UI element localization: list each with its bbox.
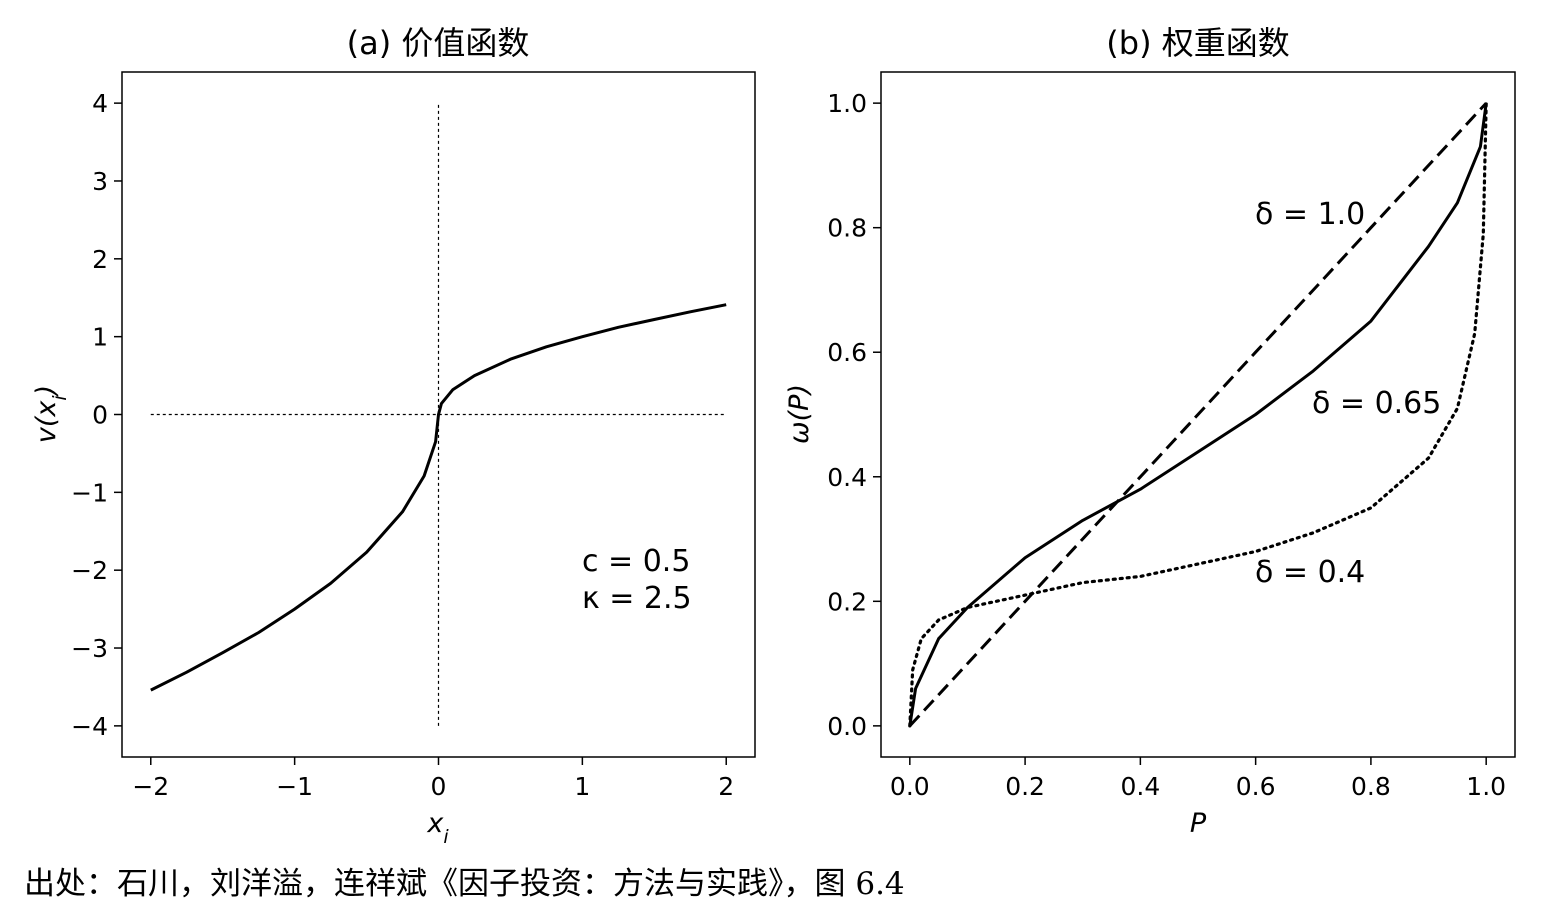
y-tick-label: 0 [92,401,108,430]
y-tick-label: 1.0 [827,89,867,118]
y-tick-label: 0.0 [827,712,867,741]
y-tick-label: −1 [71,478,108,507]
y-tick-label: 0.8 [827,214,867,243]
series-label-delta-1: δ = 1.0 [1255,197,1365,232]
y-tick-label: −2 [71,556,108,585]
x-tick-label: 1.0 [1466,772,1506,801]
y-tick-label: 0.4 [827,463,867,492]
y-tick-label: −3 [71,634,108,663]
figure: (a) 价值函数 −2 −1 0 1 2 −4 −3 −2 −1 0 1 2 3 4 xi v(xi) c… [31,24,1516,848]
param-c-label: c = 0.5 [582,544,690,579]
panel-b-plot-area: 0.0 0.2 0.4 0.6 0.8 1.0 0.0 0.2 0.4 0.6 0.8 1.0 [827,89,1506,801]
y-tick-label: 2 [92,245,108,274]
panel-a-title: (a) 价值函数 [347,24,530,62]
x-tick-label: 0.0 [890,772,930,801]
panel-b-frame [880,71,1516,758]
y-tick-label: 0.2 [827,587,867,616]
y-tick-label: 0.6 [827,338,867,367]
panel-a-xlabel: xi [426,808,449,848]
series-line-a-0 [150,303,727,692]
x-tick-label: 0 [431,772,447,801]
x-tick-label: 0.8 [1351,772,1391,801]
y-tick-label: 3 [92,167,108,196]
panel-a-plot-area: −2 −1 0 1 2 −4 −3 −2 −1 0 1 2 3 4 [71,89,734,801]
panel-b-title: (b) 权重函数 [1106,24,1289,62]
panel-value-function: (a) 价值函数 −2 −1 0 1 2 −4 −3 −2 −1 0 1 2 3 4 xi v(xi) c… [31,24,756,848]
series-label-delta-065: δ = 0.65 [1312,386,1441,421]
series-line-b-2 [908,101,1488,728]
series-label-delta-04: δ = 0.4 [1255,555,1365,590]
x-tick-label: −2 [132,772,169,801]
source-caption: 出处：石川，刘洋溢，连祥斌《因子投资：方法与实践》，图 6.4 [24,866,905,902]
x-tick-label: 0.6 [1236,772,1276,801]
x-tick-label: 2 [718,772,734,801]
y-tick-label: 4 [92,89,108,118]
x-tick-label: −1 [276,772,313,801]
param-kappa-label: κ = 2.5 [582,581,692,616]
x-tick-label: 0.2 [1005,772,1045,801]
y-tick-label: −4 [71,712,108,741]
x-tick-label: 1 [574,772,590,801]
panel-b-xlabel: P [1190,808,1207,839]
panel-a-ylabel: v(xi) [31,385,71,443]
panel-a-frame [121,71,756,758]
panel-b-ylabel: ω(P) [784,384,815,444]
series-line-b-0 [908,102,1488,727]
panel-weight-function: (b) 权重函数 0.0 0.2 0.4 0.6 0.8 1.00.00.20.40.60… [784,24,1516,839]
x-tick-label: 0.4 [1120,772,1160,801]
y-tick-label: 1 [92,323,108,352]
series-line-b-1 [908,102,1488,727]
